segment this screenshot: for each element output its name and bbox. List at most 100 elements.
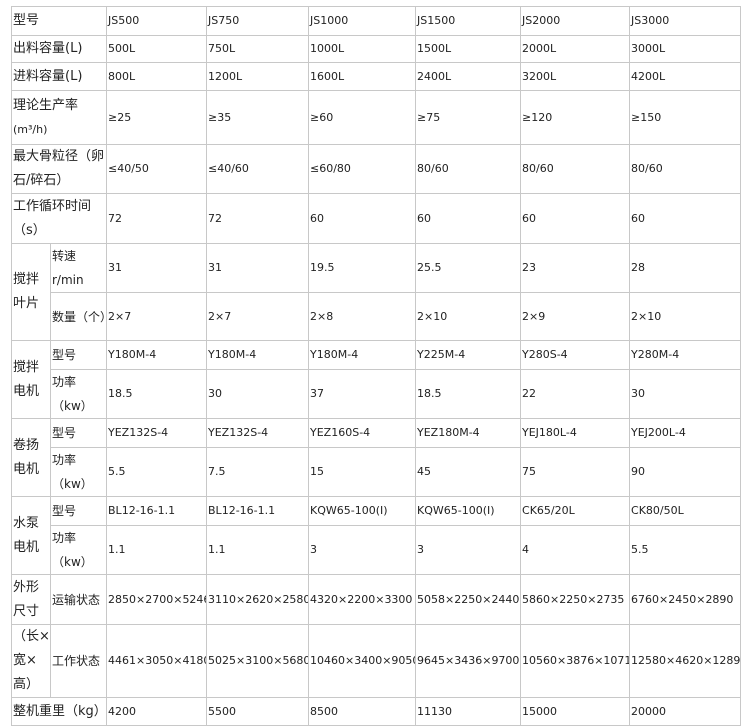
table-cell: 2×10 [415,292,522,341]
table-cell: 3000L [629,35,742,63]
table-cell: JS1500 [415,6,522,36]
row-label: 进料容量(L) [10,62,108,91]
table-cell: 2×7 [206,292,310,341]
table-row: 出料容量(L) 500L 750L 1000L 1500L 2000L 3000L [10,35,742,63]
table-cell: 23 [520,243,631,293]
table-cell: 18.5 [415,369,522,419]
table-cell: 90 [629,447,742,497]
table-cell: ≥35 [206,90,310,145]
table-cell: 75 [520,447,631,497]
table-cell: 25.5 [415,243,522,293]
group-label: 外形尺寸 [11,574,51,625]
table-cell: 4200 [106,697,208,726]
table-cell: 2×8 [308,292,417,341]
table-cell: 6760×2450×2890 [629,574,742,625]
table-cell: 28 [629,243,742,293]
table-row: 功率（kw） 18.5 30 37 18.5 22 30 [12,369,742,419]
table-row: 最大骨粒径（卵石/碎石） ≤40/50 ≤40/60 ≤60/80 80/60 80/60… [10,144,742,194]
table-cell: 2×10 [629,292,742,341]
table-cell: ≤60/80 [308,144,417,194]
table-row: 搅拌电机 型号 Y180M-4 Y180M-4 Y180M-4 Y225M-4 Y280S-… [11,340,742,419]
table-row: （长×宽×高） 工作状态 4461×3050×4180 5025×3100×5680 1… [11,624,742,698]
table-cell: 31 [206,243,310,293]
group-label: 水泵电机 [11,496,51,575]
table-cell: 5860×2250×2735 [520,574,631,625]
table-cell: Y280S-4 [520,340,631,370]
table-cell: CK80/50L [629,496,742,526]
table-row: 工作循环时间（s） 72 72 60 60 60 60 [10,193,742,244]
table-cell: JS750 [206,6,310,36]
table-row: 功率（kw） 1.1 1.1 3 3 4 5.5 [12,525,742,575]
table-cell: YEZ132S-4 [206,418,310,448]
table-row: 卷扬电机 型号 YEZ132S-4 YEZ132S-4 YEZ160S-4 YEZ180M… [11,418,742,497]
specs-table: 型号 JS500 JS750 JS1000 JS1500 JS2000 JS3000 出料容量… [10,6,742,726]
table-cell: 2×7 [106,292,208,341]
table-cell: JS1000 [308,6,417,36]
table-cell: 3200L [520,62,631,91]
table-cell: 2850×2700×5246 [106,574,208,625]
table-cell: 11130 [415,697,522,726]
row-label: 理论生产率 (m³/h) [10,90,108,145]
table-row: 整机重里（kg） 4200 5500 8500 11130 15000 20000 [10,697,742,726]
table-cell: 80/60 [415,144,522,194]
table-cell: 60 [415,193,522,244]
table-cell: 19.5 [308,243,417,293]
table-cell: YEZ132S-4 [106,418,208,448]
table-cell: 80/60 [629,144,742,194]
table-cell: 4200L [629,62,742,91]
table-cell: 60 [629,193,742,244]
table-cell: 15 [308,447,417,497]
row-unit: (m³/h) [13,122,48,136]
table-cell: 4 [520,525,631,575]
table-cell: 30 [629,369,742,419]
sub-label: 数量（个） [49,292,108,341]
table-cell: 800L [106,62,208,91]
table-cell: 72 [106,193,208,244]
sub-label: 功率（kw） [49,369,108,419]
sub-label: 功率（kw） [49,525,108,575]
table-cell: 1600L [308,62,417,91]
sub-label: 功率（kw） [49,447,108,497]
table-cell: JS3000 [629,6,742,36]
table-cell: Y225M-4 [415,340,522,370]
table-cell: 45 [415,447,522,497]
sub-label: 转速r/min [49,243,108,293]
row-label: 最大骨粒径（卵石/碎石） [10,144,108,194]
table-cell: 1500L [415,35,522,63]
table-cell: 5.5 [106,447,208,497]
table-cell: 37 [308,369,417,419]
table-cell: 5025×3100×5680 [206,624,310,698]
table-cell: 2000L [520,35,631,63]
table-cell: 7.5 [206,447,310,497]
table-cell: 8500 [308,697,417,726]
table-cell: Y180M-4 [106,340,208,370]
table-row: 搅拌叶片 转速r/min 31 31 19.5 25.5 23 28 [11,243,742,341]
table-cell: 31 [106,243,208,293]
table-row: 功率（kw） 5.5 7.5 15 45 75 90 [12,447,742,497]
table-cell: 10460×3400×9050 [308,624,417,698]
table-cell: 18.5 [106,369,208,419]
table-row: 理论生产率 (m³/h) ≥25 ≥35 ≥60 ≥75 ≥120 ≥150 [10,90,742,145]
table-cell: 1200L [206,62,310,91]
table-cell: BL12-16-1.1 [206,496,310,526]
table-cell: 60 [520,193,631,244]
table-row: 外形尺寸 运输状态 2850×2700×5246 3110×2620×2580 4320… [11,574,742,625]
table-cell: ≥60 [308,90,417,145]
table-cell: ≥120 [520,90,631,145]
table-row: 水泵电机 型号 BL12-16-1.1 BL12-16-1.1 KQW65-100(I)… [11,496,742,575]
table-row: 型号 JS500 JS750 JS1000 JS1500 JS2000 JS3000 [10,6,742,36]
table-cell: 4320×2200×3300 [308,574,417,625]
table-cell: Y180M-4 [206,340,310,370]
row-label-text: 理论生产率 [13,97,79,113]
table-cell: 5058×2250×2440 [415,574,522,625]
table-cell: JS2000 [520,6,631,36]
table-cell: 1.1 [106,525,208,575]
table-cell: KQW65-100(I) [415,496,522,526]
table-cell: 5500 [206,697,310,726]
table-cell: 2×9 [520,292,631,341]
table-cell: 3 [415,525,522,575]
table-cell: 60 [308,193,417,244]
table-cell: BL12-16-1.1 [106,496,208,526]
table-cell: 10560×3876×10710 [520,624,631,698]
table-cell: YEZ180M-4 [415,418,522,448]
